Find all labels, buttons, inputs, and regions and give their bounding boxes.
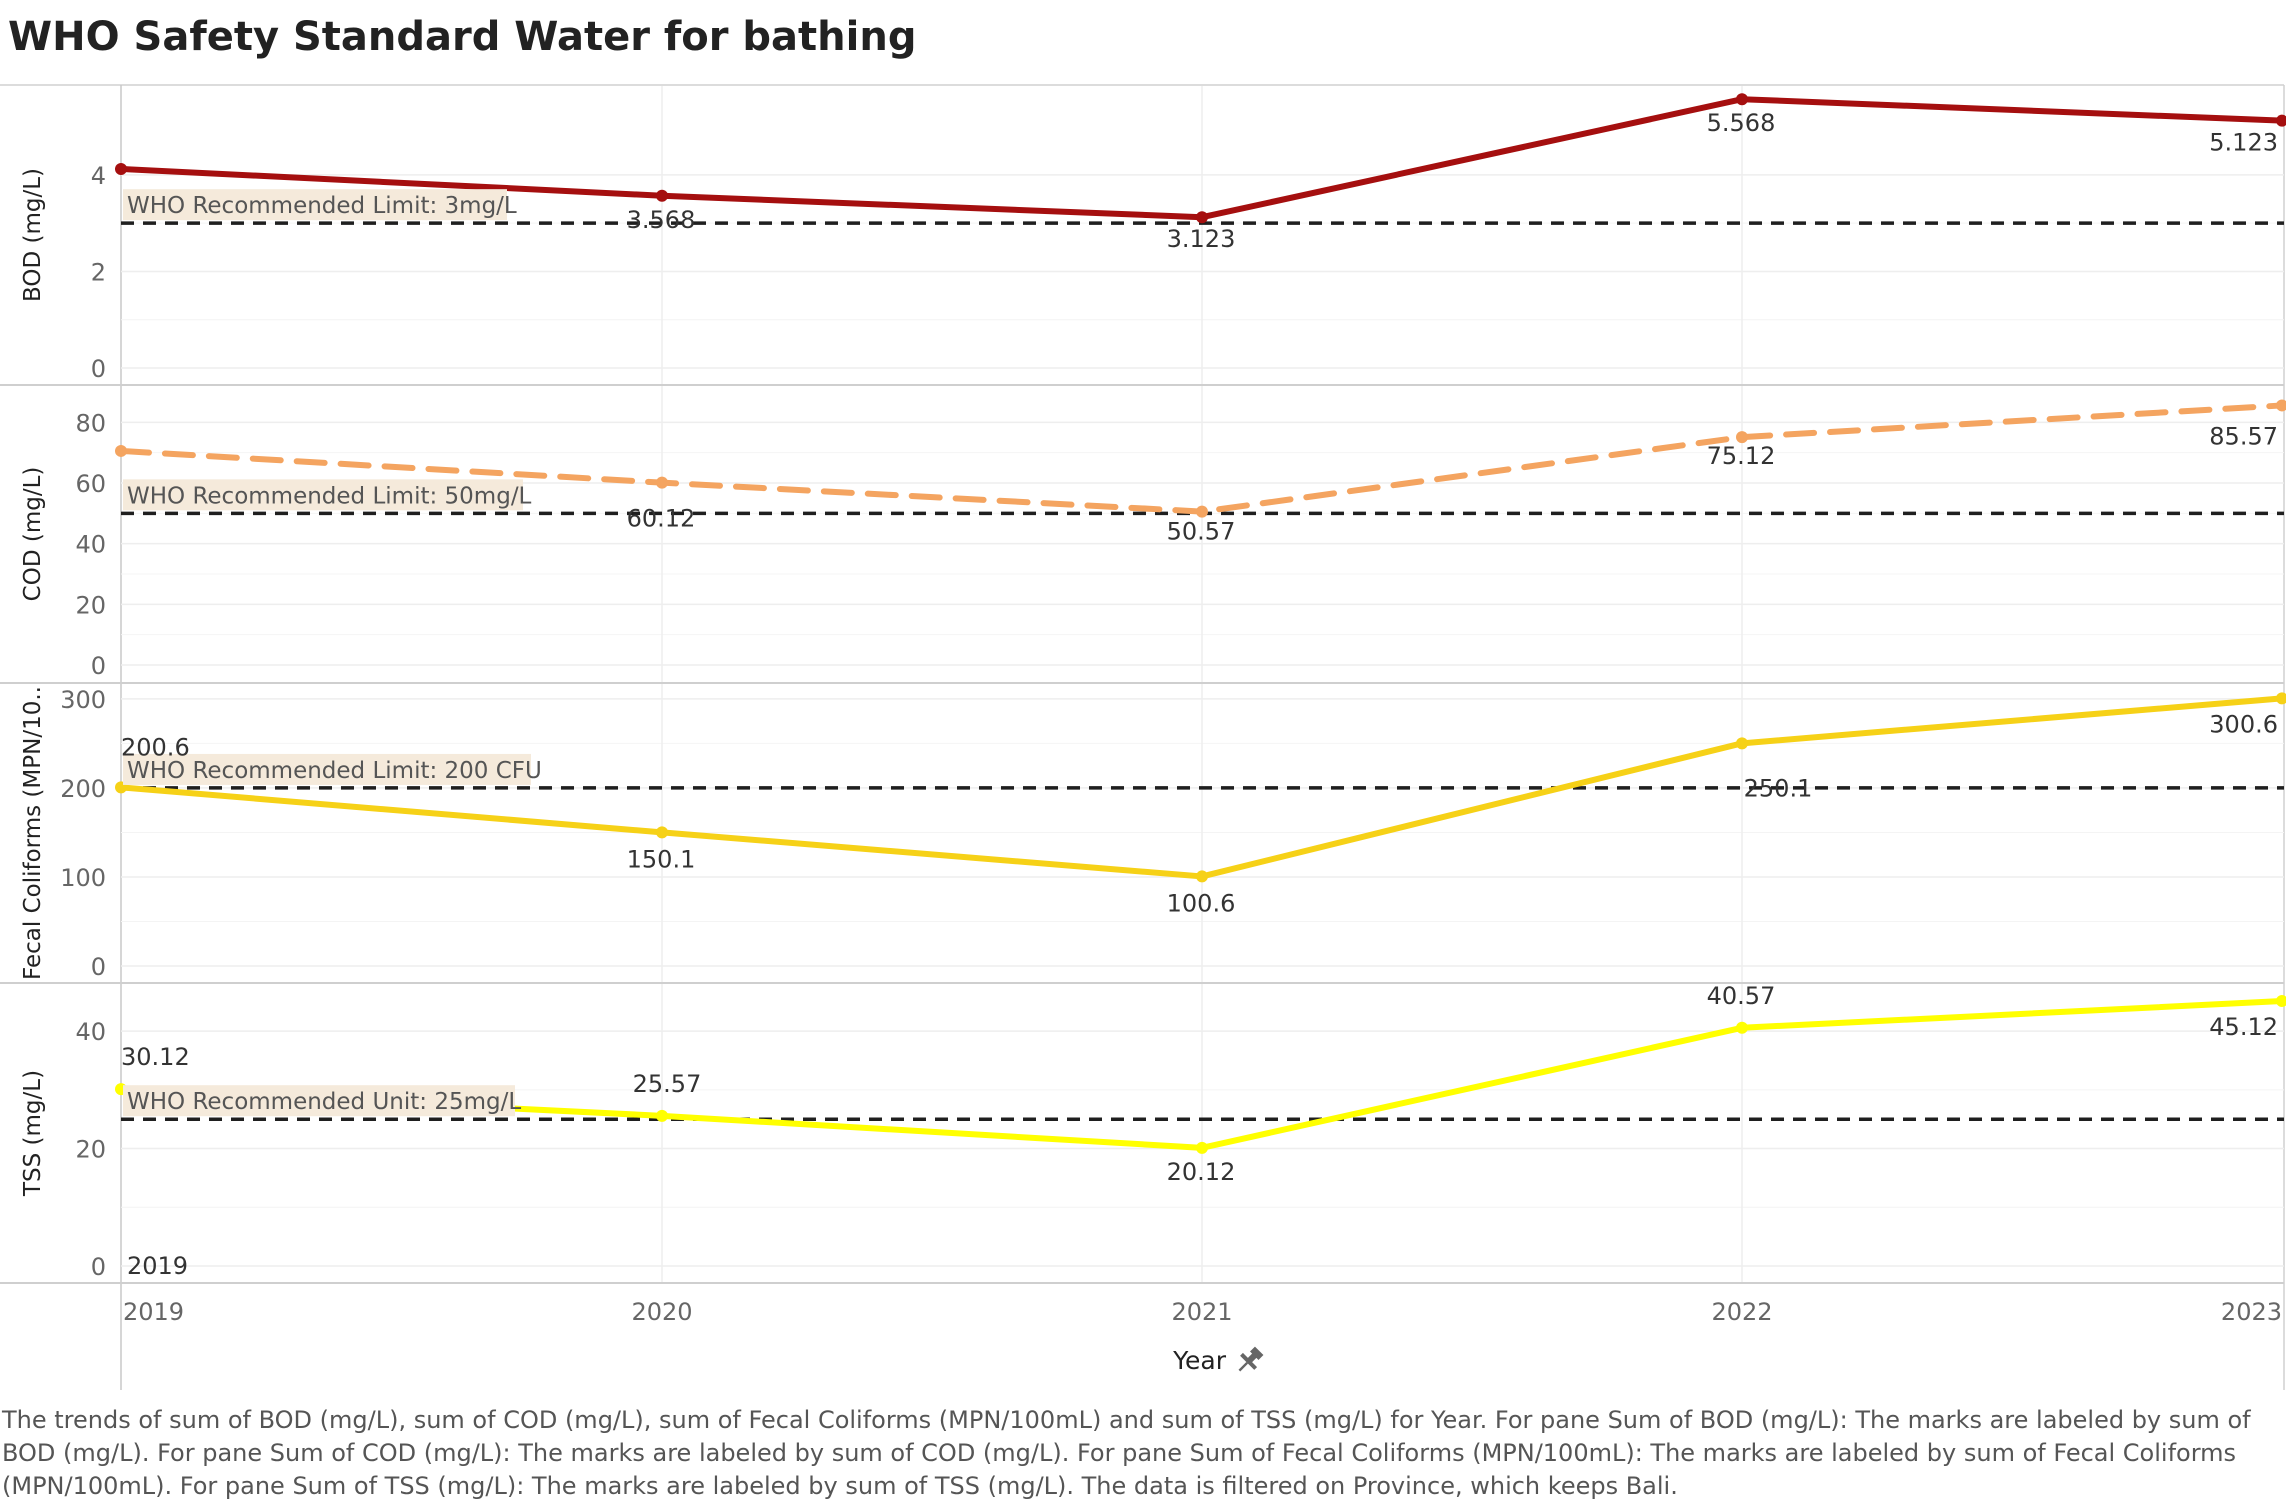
y-tick-label: 60 [75, 470, 106, 498]
data-point [1196, 870, 1208, 883]
data-point [1196, 1141, 1208, 1154]
pane-1: 0 2 4 BOD (mg/L) WHO Recommended Limit: 3mg/… [0, 86, 2286, 386]
reference-label-bg [123, 753, 531, 785]
y-tick-label: 300 [60, 686, 106, 714]
data-label: 30.12 [121, 1043, 190, 1071]
pin-icon-needle [1238, 1361, 1249, 1372]
y-tick-label: 0 [91, 953, 106, 981]
pane-annotation: 2019 [127, 1252, 188, 1280]
reference-label: WHO Recommended Limit: 3mg/L [127, 193, 517, 219]
data-label: 20.12 [1167, 1158, 1236, 1186]
y-tick-label: 0 [91, 1253, 106, 1281]
x-tick-label: 2022 [1711, 1298, 1772, 1326]
pane-2: 0 20 40 60 80 COD (mg/L) WHO Recommended Limit… [0, 386, 2286, 684]
y-tick-label: 100 [60, 864, 106, 892]
y-axis-title: BOD (mg/L) [20, 168, 46, 302]
data-point [656, 1109, 668, 1122]
y-axis-title: Fecal Coliforms (MPN/10.. [20, 686, 46, 980]
data-point [656, 189, 668, 202]
x-axis-title: Year [1172, 1346, 1227, 1375]
y-tick-label: 2 [91, 258, 106, 286]
chart-caption: The trends of sum of BOD (mg/L), sum of … [2, 1406, 2251, 1500]
chart-svg: 0 2 4 BOD (mg/L) WHO Recommended Limit: 3mg/… [0, 84, 2286, 1390]
x-axis: 2019 2020 2021 2022 2023 Year [123, 1298, 2282, 1375]
data-label: 50.57 [1167, 518, 1236, 546]
data-point [115, 162, 127, 175]
y-tick-label: 40 [75, 1018, 106, 1046]
data-point [1736, 737, 1748, 750]
reference-label-bg [123, 189, 507, 221]
data-point [2276, 692, 2286, 705]
data-point [1736, 431, 1748, 444]
data-point [656, 476, 668, 489]
x-tick-label: 2020 [631, 1298, 692, 1326]
data-label: 150.1 [627, 845, 696, 873]
y-axis-title: TSS (mg/L) [20, 1070, 46, 1197]
reference-label-bg [123, 1085, 515, 1117]
data-point [2276, 399, 2286, 412]
x-tick-label: 2019 [123, 1298, 184, 1326]
data-point [2276, 995, 2286, 1008]
data-point [1196, 505, 1208, 518]
data-label: 100.6 [1167, 889, 1236, 917]
data-point [1736, 1021, 1748, 1034]
data-point [1736, 93, 1748, 106]
reference-label-bg [123, 479, 523, 511]
data-point [2276, 114, 2286, 127]
data-label: 200.6 [121, 733, 190, 761]
data-label: 75.12 [1707, 442, 1776, 470]
y-tick-label: 20 [75, 591, 106, 619]
pin-icon [1238, 1346, 1264, 1372]
data-label: 85.57 [2209, 422, 2278, 450]
reference-label: WHO Recommended Unit: 25mg/L [127, 1089, 521, 1115]
y-tick-label: 200 [60, 775, 106, 803]
chart-title: WHO Safety Standard Water for bathing [8, 14, 917, 60]
x-tick-label: 2021 [1171, 1298, 1232, 1326]
y-tick-label: 20 [75, 1136, 106, 1164]
data-label: 3.123 [1167, 225, 1236, 253]
pane-3: 0 100 200 300 Fecal Coliforms (MPN/10.. WHO R… [0, 684, 2286, 984]
pin-icon-base [1240, 1352, 1258, 1370]
data-label: 5.568 [1707, 109, 1776, 137]
y-tick-label: 4 [91, 162, 106, 190]
data-point [656, 826, 668, 839]
reference-label: WHO Recommended Limit: 50mg/L [127, 483, 532, 509]
data-label: 60.12 [627, 505, 696, 533]
data-label: 250.1 [1744, 774, 1813, 802]
x-tick-label: 2023 [2221, 1298, 2282, 1326]
y-tick-label: 0 [91, 652, 106, 680]
y-tick-label: 80 [75, 409, 106, 437]
reference-label: WHO Recommended Limit: 200 CFU [127, 758, 542, 784]
y-tick-label: 0 [91, 355, 106, 383]
pane-4: 0 20 40 TSS (mg/L) WHO Recommended Unit: 25m… [0, 982, 2286, 1284]
data-label: 3.568 [627, 206, 696, 234]
data-label: 40.57 [1707, 982, 1776, 1010]
data-label: 5.123 [2209, 129, 2278, 157]
data-point [115, 444, 127, 457]
pin-icon-head [1250, 1346, 1264, 1360]
data-label: 45.12 [2209, 1013, 2278, 1041]
data-label: 25.57 [633, 1070, 702, 1098]
data-label: 300.6 [2209, 710, 2278, 738]
y-axis-title: COD (mg/L) [20, 467, 46, 602]
y-tick-label: 40 [75, 531, 106, 559]
data-point [1196, 211, 1208, 224]
